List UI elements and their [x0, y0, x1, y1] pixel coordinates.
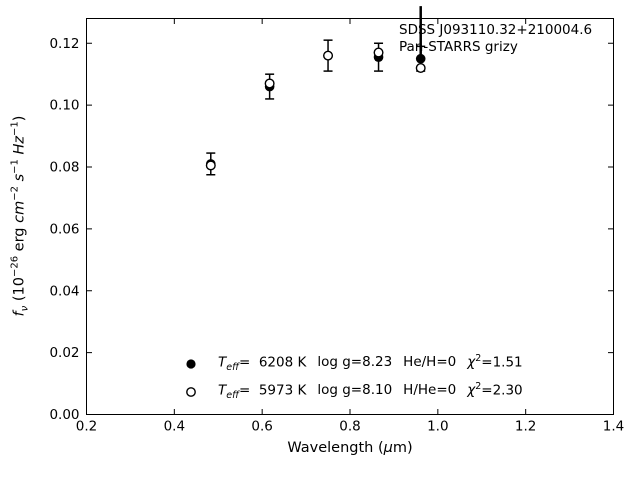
teff-symbol: T	[218, 354, 227, 371]
x-tick-label: 0.4	[164, 419, 185, 435]
data-point-open	[415, 63, 426, 74]
x-tick-label: 1.2	[515, 419, 536, 435]
composition-value: H/He=0	[403, 382, 457, 399]
teff-subscript: eff	[226, 390, 239, 402]
data-point-open	[205, 160, 216, 171]
y-axis-label-segment: f	[11, 311, 28, 317]
legend-row: Teff= 5973 K log g=8.10 H/He=0 χ2=2.30	[184, 377, 523, 405]
open-circle	[186, 387, 196, 397]
y-axis-label-segment: )	[11, 115, 28, 122]
filled-circle-glyph	[186, 359, 196, 369]
teff-value: = 6208 K	[238, 354, 307, 371]
filled-circle-icon	[184, 356, 198, 370]
y-axis-label-segment: cm	[11, 200, 28, 223]
teff-value: = 5973 K	[238, 382, 307, 399]
y-axis-label-segment: −2	[9, 186, 21, 201]
y-axis-label-segment: (10	[11, 277, 28, 306]
x-axis-label-segment: Wavelength (	[287, 440, 384, 456]
y-axis-label-segment: erg	[11, 222, 28, 256]
x-tick-label: 0.8	[339, 419, 360, 435]
filled-circle	[186, 359, 196, 369]
y-tick-label: 0.12	[49, 36, 79, 52]
composition-value: He/H=0	[403, 354, 457, 371]
x-axis-label-segment: μ	[383, 440, 393, 456]
y-tick-label: 0.02	[49, 345, 79, 361]
chi-squared-value: =2.30	[481, 382, 523, 399]
legend-row: Teff= 6208 K log g=8.23 He/H=0 χ2=1.51	[184, 349, 523, 377]
x-tick-label: 0.6	[251, 419, 272, 435]
data-point-open	[323, 50, 334, 61]
target-annotation: SDSS J093110.32+210004.6 Pan-STARRS griz…	[399, 22, 592, 55]
y-tick-label: 0.06	[49, 221, 79, 237]
y-axis-label-segment: −1	[9, 159, 21, 174]
log-g-value: log g=8.10	[317, 382, 393, 399]
chi-symbol: χ	[467, 354, 476, 371]
x-tick-label: 1.0	[427, 419, 448, 435]
y-tick-label: 0.10	[49, 98, 79, 114]
log-g-value: log g=8.23	[317, 354, 393, 371]
y-axis-label-segment: s	[11, 173, 28, 182]
y-axis-label-segment: −1	[9, 121, 21, 136]
x-axis-label-segment: m)	[392, 440, 413, 456]
data-point-open	[373, 47, 384, 58]
chi-exponent: 2	[475, 380, 482, 392]
data-point-open	[264, 78, 275, 89]
y-axis-label-segment: Hz	[11, 135, 28, 155]
data-point-filled	[415, 53, 426, 64]
y-tick-label: 0.00	[49, 407, 79, 423]
legend-entry-text: Teff= 5973 K log g=8.10 H/He=0 χ2=2.30	[218, 381, 523, 401]
y-axis-label-segment: ν	[19, 305, 31, 312]
chi-symbol: χ	[467, 382, 476, 399]
open-circle-icon	[184, 384, 198, 398]
chi-squared-value: =1.51	[481, 354, 523, 371]
y-tick-label: 0.08	[49, 160, 79, 176]
open-circle-glyph	[186, 387, 196, 397]
target-name-line: SDSS J093110.32+210004.6	[399, 22, 593, 38]
y-axis-label: fν (10−26 erg cm−2 s−1 Hz−1)	[10, 116, 31, 317]
x-tick-label: 0.2	[76, 419, 97, 435]
y-axis-label-segment	[11, 181, 27, 186]
chi-exponent: 2	[475, 352, 482, 364]
survey-line: Pan-STARRS grizy	[399, 38, 518, 55]
y-axis-label-segment	[11, 154, 27, 159]
y-tick-label: 0.04	[49, 283, 79, 299]
legend-entry-text: Teff= 6208 K log g=8.23 He/H=0 χ2=1.51	[218, 353, 523, 373]
x-axis-label: Wavelength (μm)	[287, 440, 412, 456]
y-axis-label-segment: −26	[9, 255, 21, 278]
teff-symbol: T	[218, 382, 227, 399]
teff-subscript: eff	[226, 362, 239, 374]
x-tick-label: 1.4	[603, 419, 624, 435]
